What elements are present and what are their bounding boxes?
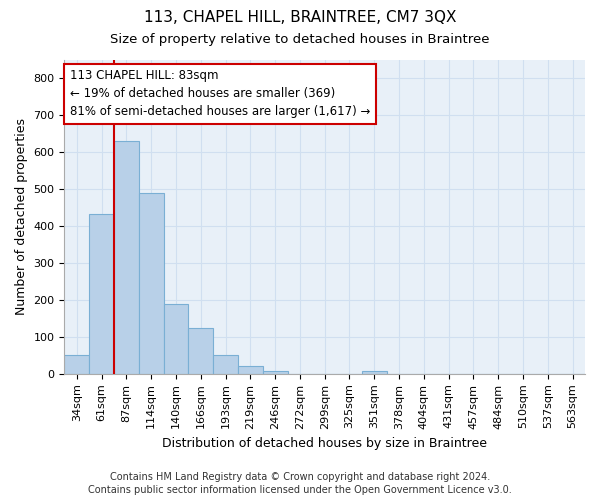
Bar — [362, 371, 386, 374]
Bar — [64, 356, 89, 374]
Text: Size of property relative to detached houses in Braintree: Size of property relative to detached ho… — [110, 32, 490, 46]
Bar — [89, 214, 114, 374]
Bar — [263, 371, 287, 374]
Text: 113 CHAPEL HILL: 83sqm
← 19% of detached houses are smaller (369)
81% of semi-de: 113 CHAPEL HILL: 83sqm ← 19% of detached… — [70, 70, 370, 118]
Text: 113, CHAPEL HILL, BRAINTREE, CM7 3QX: 113, CHAPEL HILL, BRAINTREE, CM7 3QX — [144, 10, 456, 25]
Text: Contains HM Land Registry data © Crown copyright and database right 2024.
Contai: Contains HM Land Registry data © Crown c… — [88, 472, 512, 495]
Bar — [213, 356, 238, 374]
X-axis label: Distribution of detached houses by size in Braintree: Distribution of detached houses by size … — [162, 437, 487, 450]
Bar — [164, 304, 188, 374]
Bar — [188, 328, 213, 374]
Bar — [139, 193, 164, 374]
Bar — [114, 141, 139, 374]
Bar — [238, 366, 263, 374]
Y-axis label: Number of detached properties: Number of detached properties — [15, 118, 28, 316]
